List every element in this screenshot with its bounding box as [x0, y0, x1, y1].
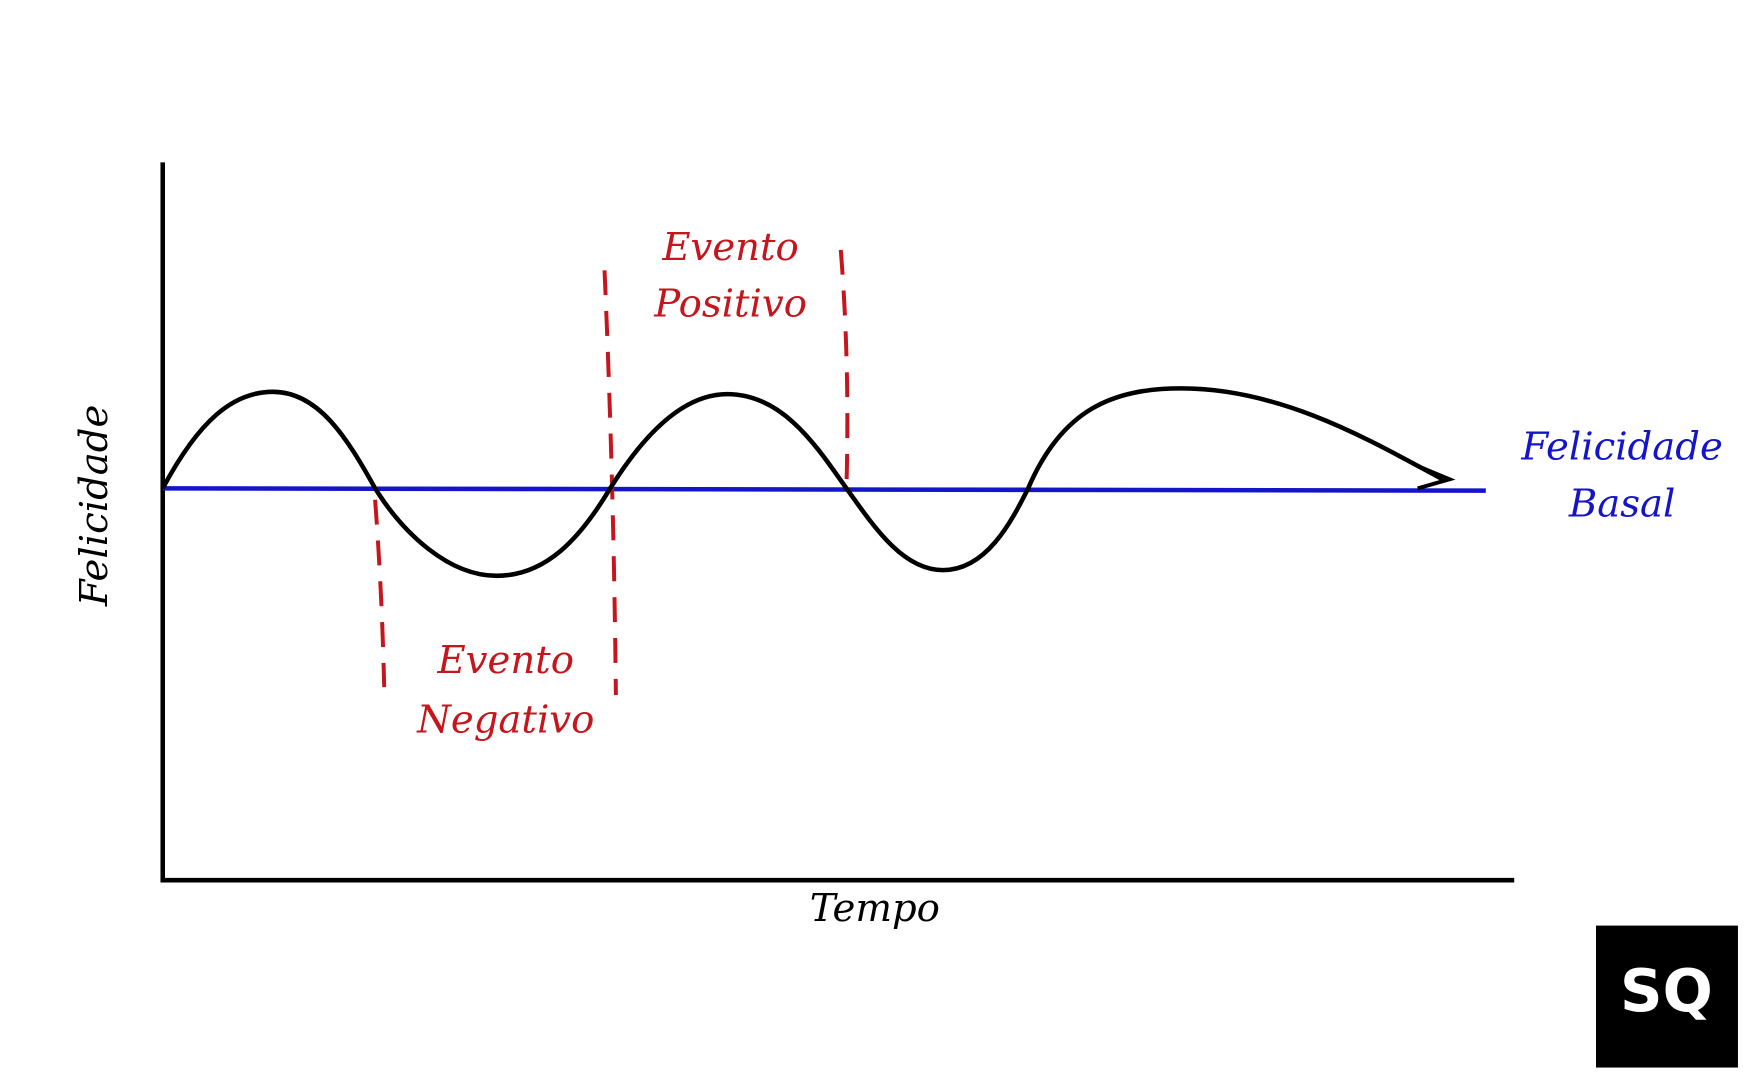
negative-event-label: Negativo	[416, 697, 594, 742]
logo: SQ	[1620, 956, 1713, 1025]
x-axis-label: Tempo	[810, 886, 940, 931]
negative-event-label: Evento	[436, 638, 573, 683]
baseline-label: Felicidade	[1520, 425, 1722, 470]
baseline-label: Basal	[1568, 482, 1676, 527]
positive-event-label: Positivo	[653, 282, 807, 327]
positive-event-label: Evento	[661, 225, 798, 270]
axes	[160, 162, 1515, 883]
negative-start-marker	[373, 499, 387, 688]
negative-end-marker	[602, 270, 618, 696]
event-markers	[373, 249, 850, 696]
logo-box	[1595, 925, 1738, 1068]
baseline-line	[162, 486, 1486, 493]
happiness-curve	[160, 386, 1444, 579]
positive-end-marker	[838, 249, 850, 489]
curve-arrowhead	[1417, 466, 1456, 491]
y-axis-label: Felicidade	[72, 405, 117, 608]
